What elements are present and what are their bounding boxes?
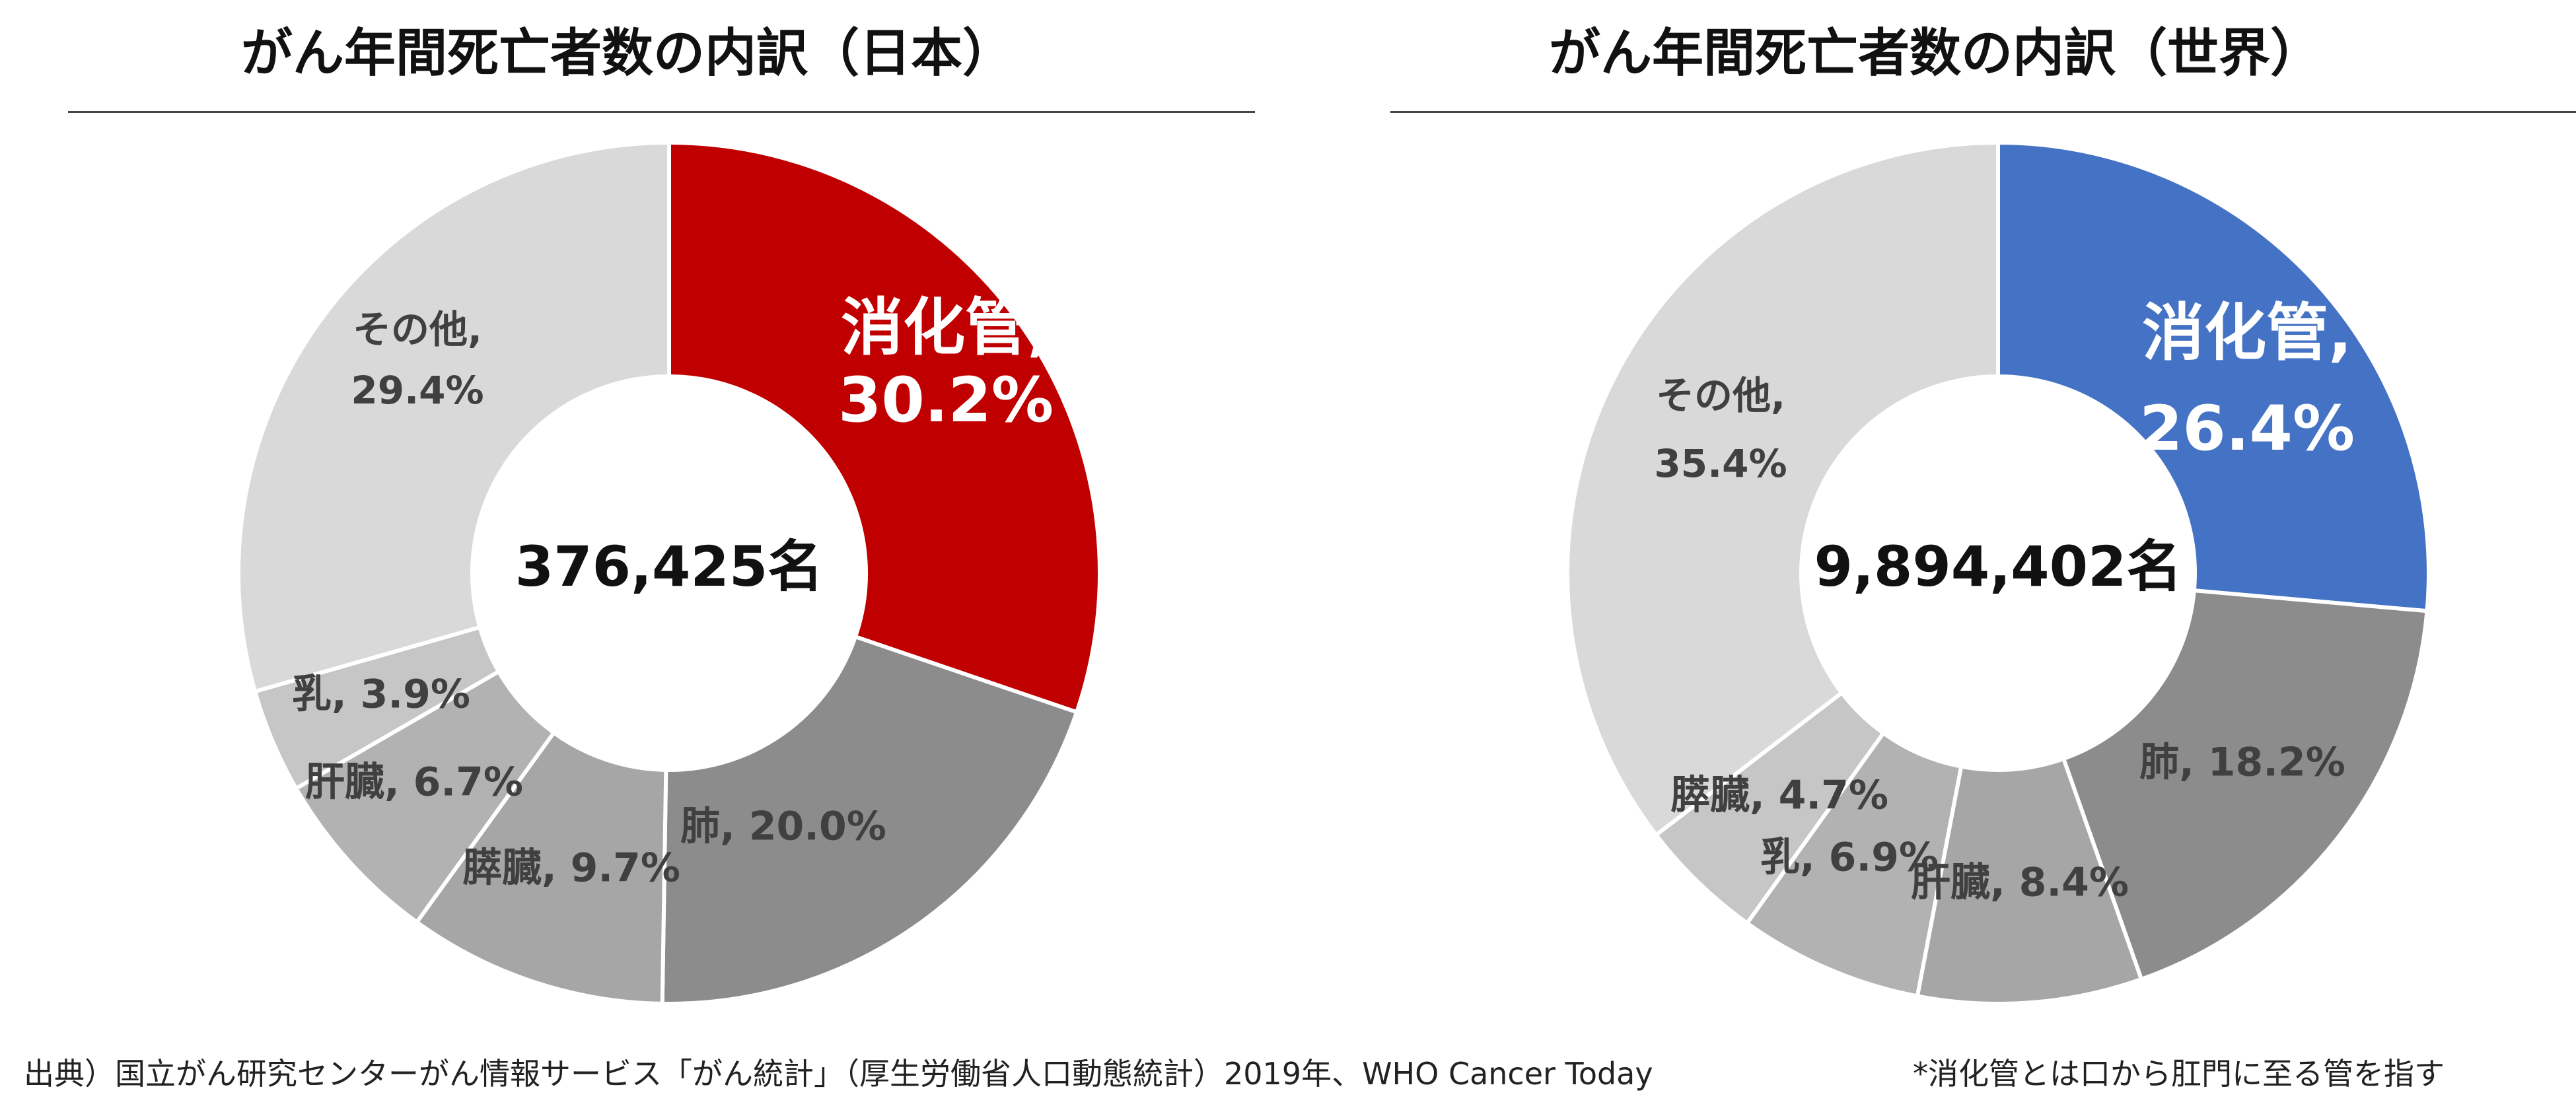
footnote: *消化管とは口から肛門に至る管を指す [1913, 1056, 2445, 1092]
japan-center-total: 376,425名 [515, 534, 824, 599]
japan-donut-chart: 消化管,30.2% 肺, 20.0%膵臓, 9.7% 肝臓, 6.7% 乳, 3.9%… [236, 140, 1102, 1006]
world-label-other: その他, [1656, 373, 1785, 418]
japan-label-gi-value: 30.2% [838, 365, 1054, 436]
world-center-total: 9,894,402名 [1814, 534, 2182, 599]
world-slice-breast [1744, 730, 1964, 998]
japan-chart-title: がん年間死亡者数の内訳（日本） [240, 24, 1014, 83]
japan-label-gi: 消化管, [841, 292, 1051, 364]
japan-slice-other [236, 140, 671, 694]
japan-label-pancreas: 膵臓, 9.7% [462, 845, 680, 891]
japan-slice-lung [660, 634, 1079, 1006]
source-note: 出典）国立がん研究センターがん情報サービス「がん統計」（厚生労働省人口動態統計）… [24, 1056, 1653, 1092]
world-label-pancreas: 膵臓, 4.7% [1670, 773, 1888, 819]
world-slice-gi [1996, 140, 2431, 613]
world-slice-other [1565, 140, 2000, 838]
world-slice-lung [2061, 588, 2429, 982]
japan-label-breast: 乳, 3.9% [292, 672, 470, 718]
world-chart-panel: がん年間死亡者数の内訳（世界） 消化管, 26.4% 肺, 18.2% 肝臓, 8.4… [1288, 0, 2576, 1030]
world-title-rule [1390, 111, 2576, 113]
world-label-breast: 乳, 6.9% [1760, 835, 1939, 881]
world-label-liver: 肝臓, 8.4% [1911, 860, 2129, 906]
japan-slice-pancreas [413, 730, 668, 1006]
japan-label-other-value: 29.4% [351, 368, 483, 413]
world-slice-liver [1915, 756, 2144, 1006]
world-donut-chart: 消化管, 26.4% 肺, 18.2% 肝臓, 8.4%乳, 6.9% 膵臓, 4.7%… [1565, 140, 2431, 1006]
world-label-lung: 肺, 18.2% [2139, 740, 2345, 786]
japan-label-other: その他, [353, 307, 482, 352]
japan-title-rule [68, 111, 1255, 113]
japan-label-lung: 肺, 20.0% [680, 804, 886, 850]
japan-label-liver: 肝臓, 6.7% [305, 759, 523, 806]
japan-slice-gi [667, 140, 1102, 715]
world-label-other-value: 35.4% [1654, 441, 1787, 486]
world-label-gi-value: 26.4% [2139, 393, 2355, 465]
world-chart-title: がん年間死亡者数の内訳（世界） [1548, 24, 2322, 83]
world-label-gi: 消化管, [2142, 297, 2352, 369]
japan-chart-panel: がん年間死亡者数の内訳（日本） 消化管, 30.2% 肺, 20.0% 膵臓, 9.7… [0, 0, 1288, 1030]
